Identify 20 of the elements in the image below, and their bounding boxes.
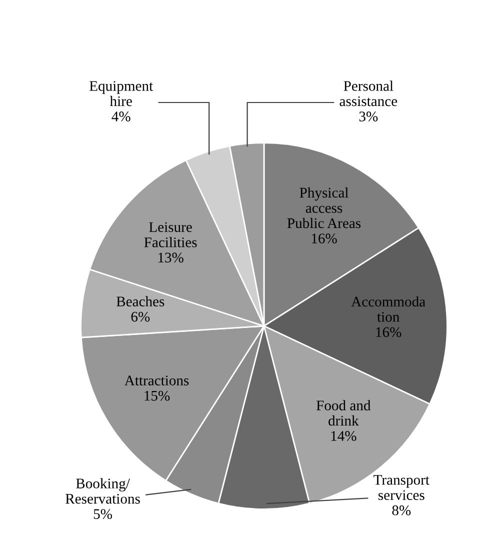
data-label: 15% xyxy=(144,390,170,401)
data-label: 14% xyxy=(331,431,356,441)
data-label: 13% xyxy=(158,252,184,263)
slice-label: Food and drink xyxy=(316,400,371,426)
slice-label: Accommoda tion xyxy=(351,296,426,322)
data-label: 4% xyxy=(112,112,130,122)
data-label: 8% xyxy=(392,505,411,516)
slice-label: Equipment hire xyxy=(90,81,154,106)
slice-label: Personal assistance xyxy=(340,80,398,106)
data-label: 6% xyxy=(131,312,150,322)
data-label: 16% xyxy=(376,327,402,338)
slice-label: Physical access Public Areas xyxy=(287,187,361,228)
slice-label: Attractions xyxy=(124,376,189,386)
slice-label: Booking/ Reservations xyxy=(66,478,140,504)
slice-label: Transport services xyxy=(374,475,430,500)
data-label: 16% xyxy=(312,234,337,244)
slice-label: Leisure Facilities xyxy=(144,222,197,248)
slice-label: Beaches xyxy=(116,296,164,306)
data-label: 5% xyxy=(94,509,112,520)
data-label: 3% xyxy=(359,112,378,122)
